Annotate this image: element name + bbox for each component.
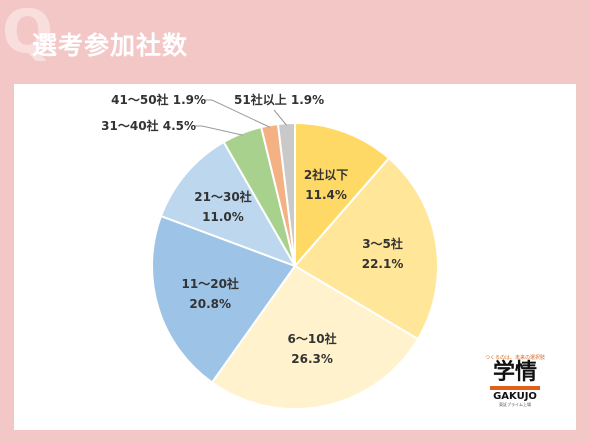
chart-panel: 2社以下 11.4% 3～5社 22.1% 6～10社 26.3% 11～20社 20.8% 2… — [14, 84, 576, 430]
slice-5 — [159, 140, 298, 268]
pie-chart: 2社以下 11.4% 3～5社 22.1% 6～10社 26.3% 11～20社 20.8% 2… — [101, 92, 439, 410]
q-mark: Q — [2, 0, 54, 67]
slice-8-label: 51社以上 1.9% — [234, 92, 324, 107]
slice-4-value: 20.8% — [189, 297, 231, 311]
slice-5-value: 11.0% — [202, 210, 244, 224]
logo-sub: 東証プライム上場 — [499, 402, 531, 407]
slice-1-label: 2社以下 — [304, 167, 348, 182]
logo-name: GAKUJO — [493, 391, 537, 402]
slice-3 — [210, 264, 420, 410]
slice-8-leader — [273, 109, 287, 126]
slice-2-label: 3～5社 — [362, 236, 403, 251]
slice-2-value: 22.1% — [362, 257, 404, 271]
slice-6-leader — [194, 125, 243, 136]
slice-1-value: 11.4% — [305, 188, 347, 202]
slice-5-label: 21～30社 — [194, 189, 251, 204]
page-title: 選考参加社数 — [32, 31, 189, 60]
logo-tagline: つくるのは、未来の選択肢 — [485, 355, 545, 361]
slice-7-label: 41～50社 1.9% — [111, 92, 206, 107]
logo-mark: 学情 — [492, 360, 537, 385]
slice-1 — [294, 121, 391, 269]
slice-4 — [151, 214, 297, 384]
gakujo-logo: つくるのは、未来の選択肢 学情 GAKUJO 東証プライム上場 — [484, 354, 546, 408]
slice-3-label: 6～10社 — [288, 331, 337, 346]
logo-bar — [490, 386, 540, 390]
slice-8 — [276, 121, 296, 267]
slice-7-leader — [204, 99, 271, 128]
slice-4-label: 11～20社 — [182, 276, 239, 291]
slice-2 — [293, 156, 439, 341]
slice-6-label: 31～40社 4.5% — [101, 118, 196, 133]
slice-3-value: 26.3% — [291, 352, 333, 366]
